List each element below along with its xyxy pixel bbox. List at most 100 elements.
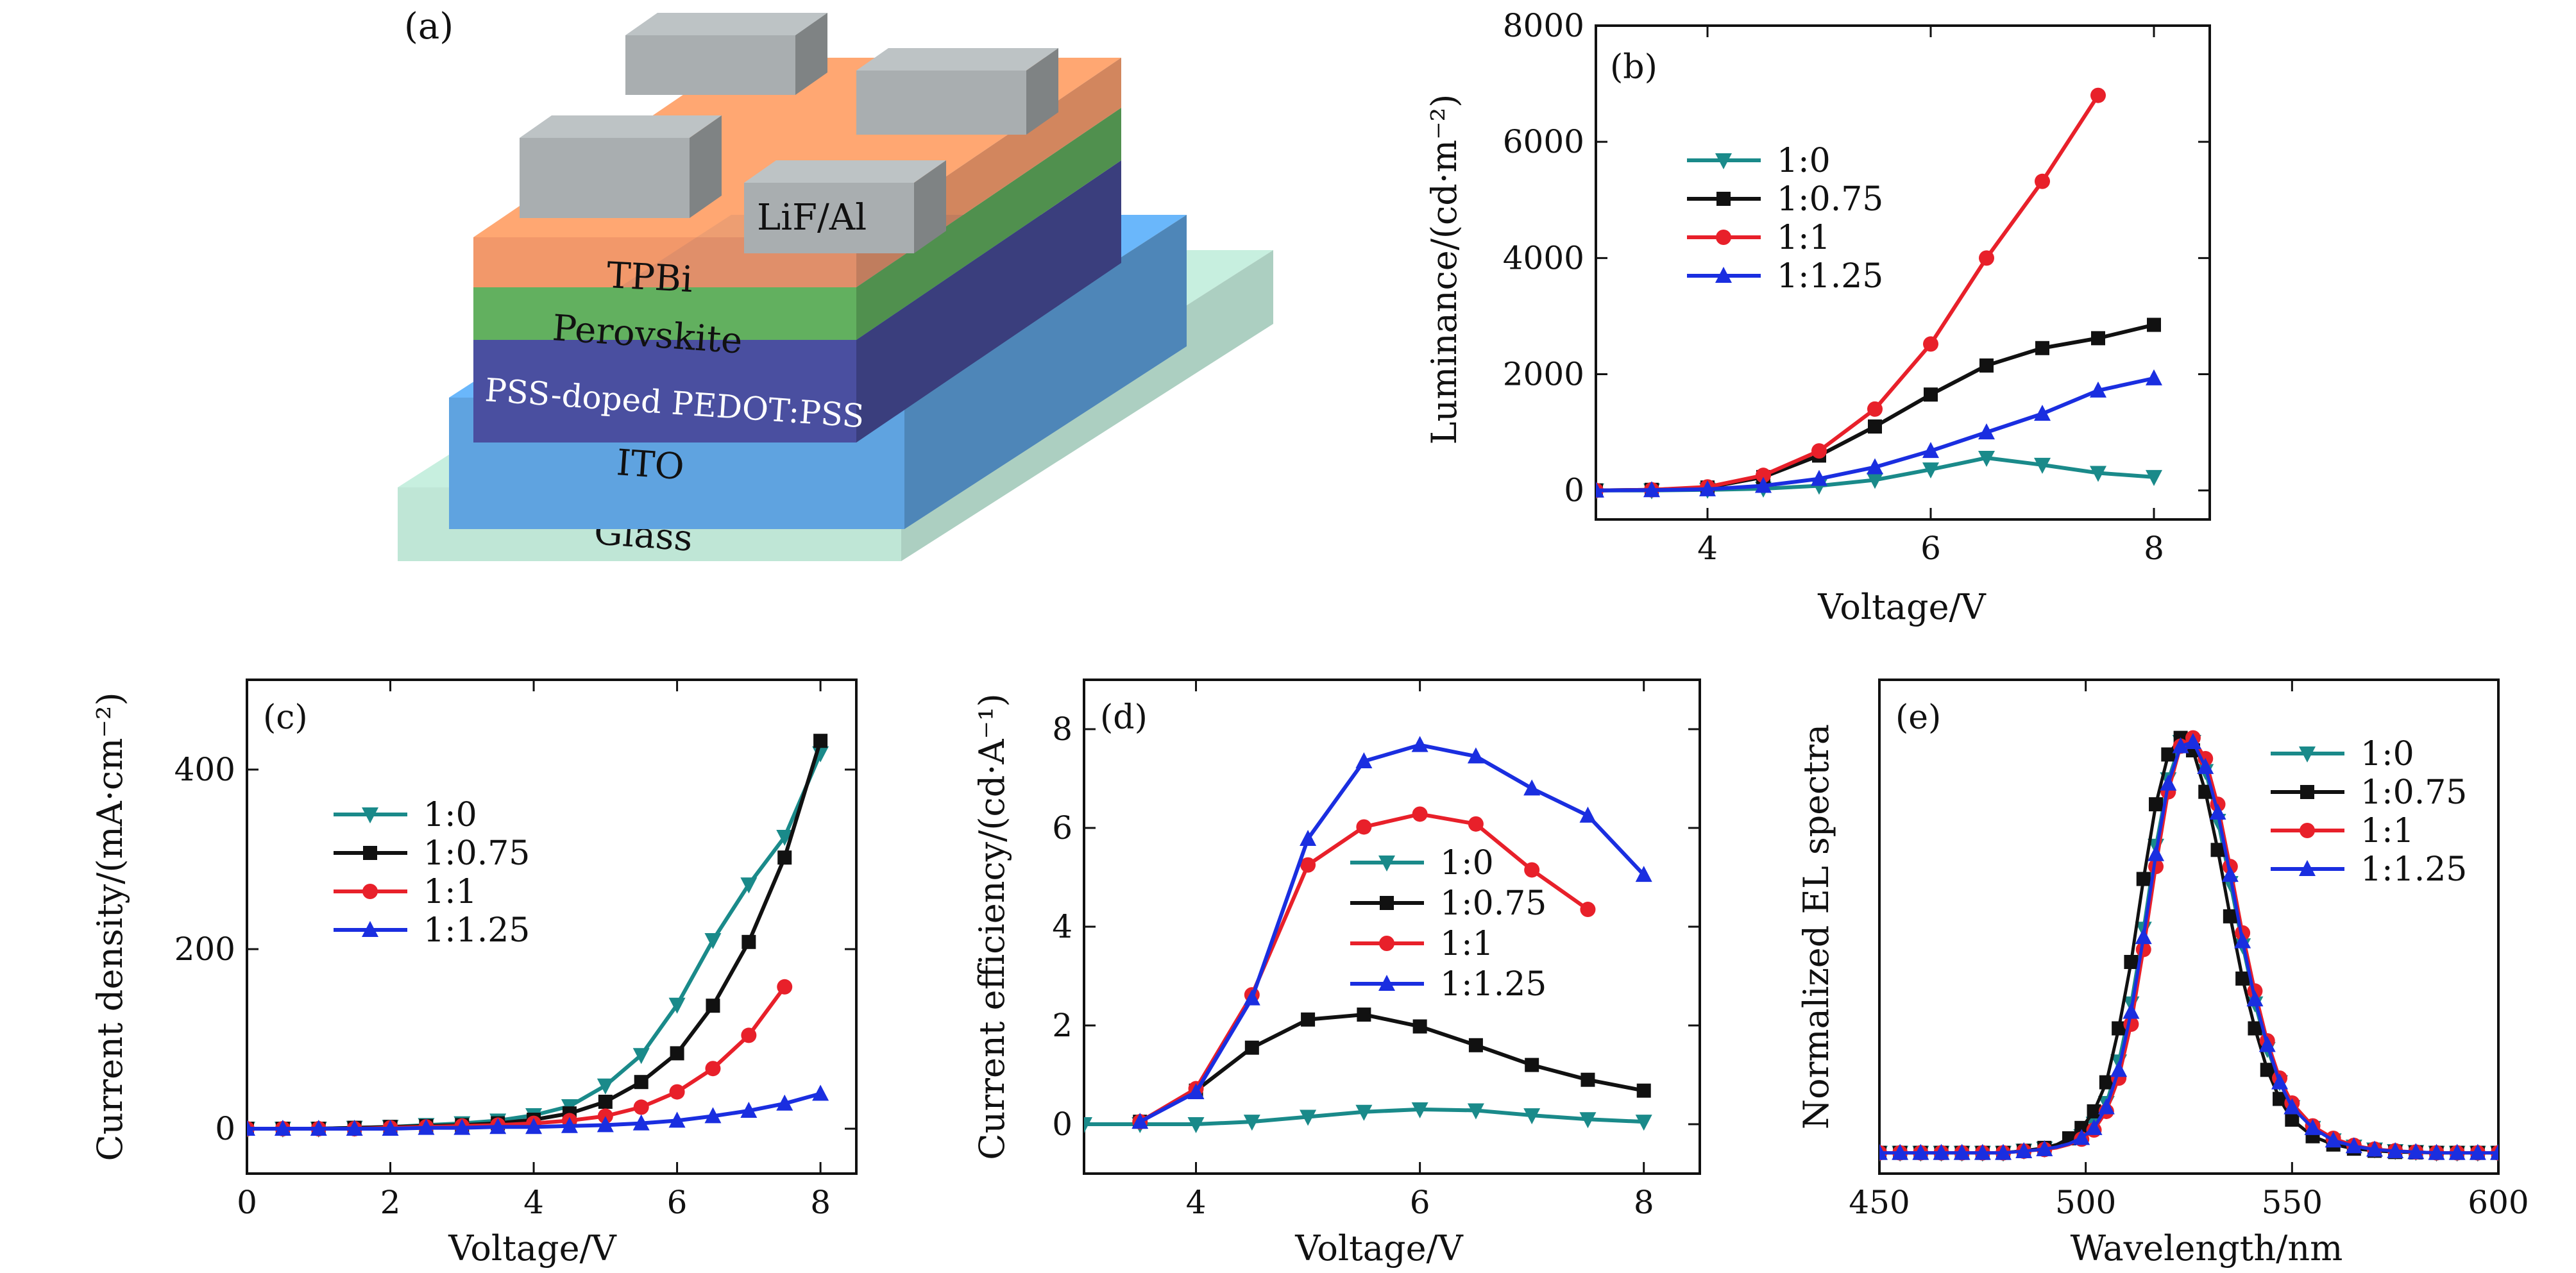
chart-e-point — [2085, 1118, 2103, 1135]
chart-c: (c) Voltage/V Current density/(mA·cm⁻²) … — [90, 679, 858, 1269]
chart-c-xtick-label: 6 — [667, 1184, 688, 1221]
chart-c-point — [418, 1118, 435, 1135]
chart-d-point — [1412, 806, 1428, 822]
chart-d-point — [1300, 857, 1316, 873]
chart-d-legend-label: 1:0 — [1440, 844, 1494, 882]
chart-e-point — [2271, 1073, 2289, 1090]
chart-c-point — [634, 1075, 648, 1090]
chart-e-legend-label: 1:1 — [2360, 812, 2414, 850]
chart-e-point — [2285, 1112, 2300, 1127]
chart-b-point — [1978, 450, 1995, 467]
chart-e-point — [2248, 1021, 2262, 1036]
chart-b-legend-marker — [1715, 153, 1732, 169]
chart-d-point — [1356, 819, 1372, 835]
pedot-front-face — [473, 340, 856, 443]
chart-c-series-markers-1 — [247, 734, 828, 1136]
chart-b-point — [1922, 462, 1939, 479]
chart-b-point — [1979, 250, 1994, 266]
chart-e-point — [1879, 1143, 1888, 1160]
chart-c-series-markers-0 — [247, 746, 829, 1138]
chart-e-point — [2099, 1075, 2114, 1090]
chart-c-point — [597, 1078, 614, 1095]
chart-c-legend-marker — [362, 884, 378, 899]
chart-b-point — [2035, 341, 2049, 355]
chart-b-point — [1643, 481, 1660, 498]
chart-c-ytick-label: 200 — [174, 931, 235, 968]
chart-e-point — [2234, 932, 2251, 948]
chart-b-point — [1699, 480, 1716, 496]
chart-c-point — [668, 1111, 686, 1128]
panel-c-label: (c) — [263, 698, 308, 737]
chart-c-point — [704, 933, 722, 949]
chart-e-point — [1953, 1143, 1970, 1160]
chart-d-ytick-label: 4 — [1052, 908, 1072, 945]
chart-b-legend-label: 1:1.25 — [1777, 257, 1883, 296]
chart-d-series-line-3 — [1139, 743, 1645, 1124]
chart-e-point — [2198, 784, 2213, 799]
chart-c-point — [740, 1102, 758, 1118]
chart-e-point — [2123, 1002, 2140, 1019]
chart-d-point — [1525, 1058, 1539, 1072]
chart-c-point — [813, 734, 828, 748]
perovskite-front-face — [473, 287, 856, 340]
chart-c-point — [633, 1099, 649, 1115]
chart-e-point — [2148, 845, 2165, 861]
chart-b-point — [1811, 469, 1827, 486]
chart-b-point — [1867, 401, 1883, 417]
panel-b-label: (b) — [1610, 48, 1657, 87]
chart-c-legend-marker — [363, 846, 377, 860]
chart-b-point — [2034, 405, 2051, 421]
chart-c-point — [777, 979, 793, 995]
chart-d-legend-label: 1:1.25 — [1440, 965, 1546, 1004]
chart-e-point — [2135, 928, 2152, 945]
chart-d: (d) Voltage/V Current efficiency/(cd·A⁻¹… — [972, 679, 1701, 1269]
chart-c-point — [706, 999, 720, 1013]
chart-d-point — [1524, 862, 1540, 878]
chart-d-point — [1468, 1038, 1483, 1052]
chart-b-point — [2090, 87, 2106, 103]
chart-c-xtick-label: 0 — [237, 1184, 257, 1221]
chart-e-point — [2428, 1143, 2445, 1160]
chart-e-ylabel: Normalized EL spectra — [1796, 724, 1836, 1129]
chart-d-point — [1467, 747, 1484, 764]
chart-e-point — [2366, 1140, 2383, 1157]
chart-e-point — [2387, 1142, 2404, 1159]
chart-b-point — [1979, 358, 1994, 373]
chart-b-xlabel: Voltage/V — [1817, 587, 1986, 627]
chart-e-legend: 1:01:0.751:11:1.25 — [2271, 735, 2467, 889]
chart-c-ylabel: Current density/(mA·cm⁻²) — [90, 692, 130, 1161]
chart-d-point — [1635, 1115, 1652, 1131]
chart-b-point — [2146, 469, 2162, 486]
chart-e-point — [1995, 1143, 2012, 1160]
electrode-back-left — [625, 13, 827, 95]
chart-b-ytick-label: 4000 — [1503, 239, 1584, 276]
panel-d-label: (d) — [1100, 698, 1148, 737]
ito-label: ITO — [615, 442, 686, 488]
chart-e-point — [2112, 1021, 2126, 1036]
chart-b-xtick-label: 8 — [2144, 530, 2164, 567]
chart-d-point — [1468, 816, 1484, 832]
chart-b-series-group — [1596, 87, 2162, 500]
chart-e-point — [2160, 774, 2177, 791]
chart-c-point — [670, 1046, 684, 1061]
electrode-label: LiF/Al — [757, 197, 867, 239]
chart-e-point — [2469, 1143, 2486, 1160]
pedot-layer: PSS-doped PEDOT:PSS — [473, 160, 1121, 443]
chart-e-point — [2110, 1061, 2128, 1077]
electrode-front-left — [520, 115, 722, 218]
chart-e-point — [2258, 1036, 2276, 1052]
chart-e-point — [2124, 955, 2139, 969]
chart-e-point — [2087, 1104, 2101, 1118]
chart-b-point — [2090, 466, 2106, 482]
chart-c-point — [525, 1118, 543, 1134]
chart-b-point — [1924, 387, 1938, 402]
chart-d-point — [1523, 1108, 1541, 1125]
chart-c-point — [310, 1120, 327, 1136]
chart-d-ytick-label: 0 — [1052, 1106, 1072, 1143]
chart-b-frame — [1595, 24, 2211, 521]
chart-d-point — [1355, 1104, 1373, 1121]
perovskite-layer: Perovskite — [473, 108, 1121, 362]
chart-c-point — [598, 1095, 613, 1109]
chart-e-point — [2490, 1143, 2498, 1160]
chart-e-legend-marker — [2300, 823, 2315, 838]
